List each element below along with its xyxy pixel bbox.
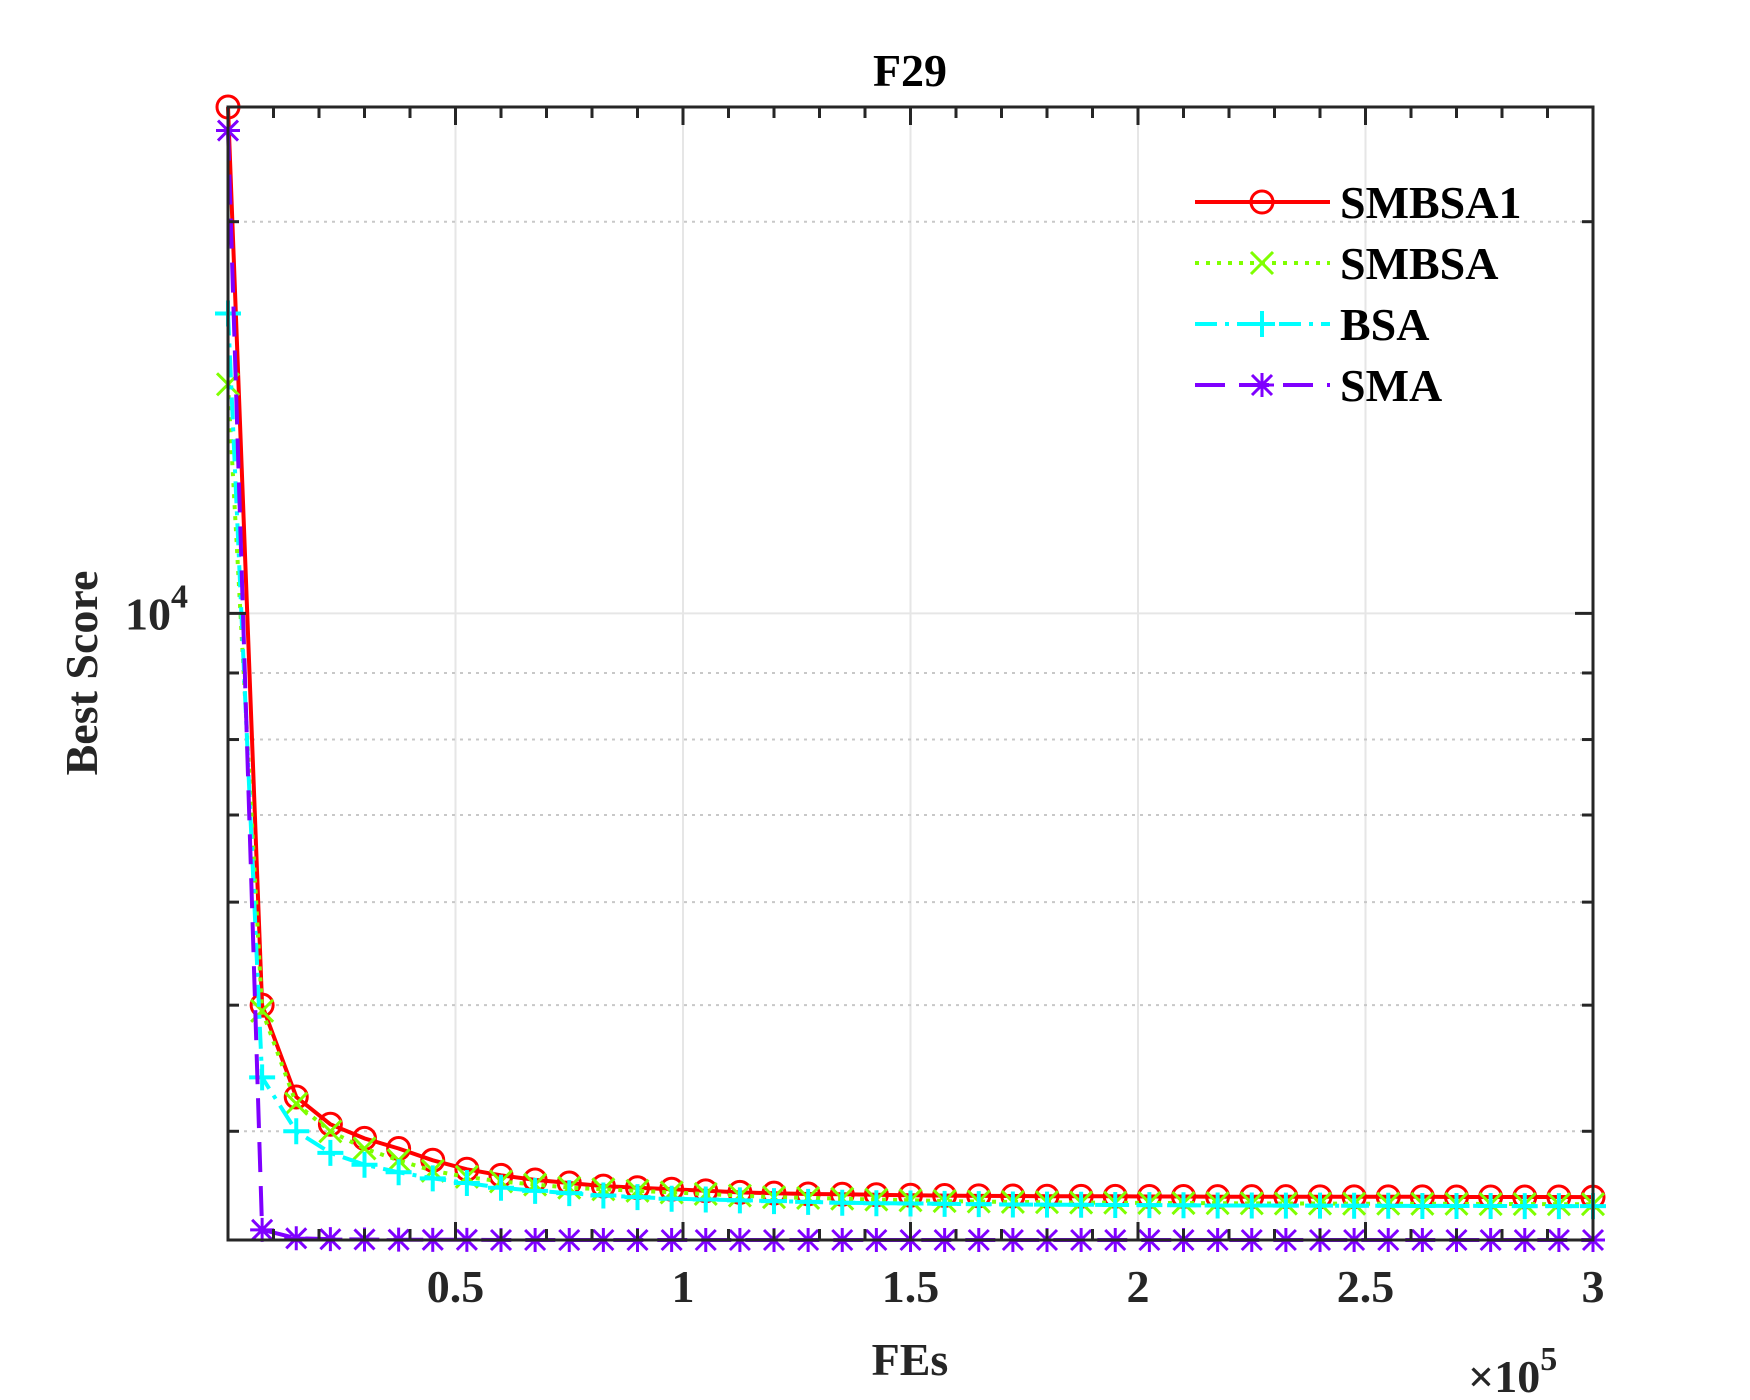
series-marker — [1375, 1192, 1402, 1219]
series-marker — [453, 1170, 480, 1197]
series-marker — [1249, 189, 1275, 215]
series-marker — [931, 1190, 958, 1217]
tick-labels: 0.5 1 1.5 2 2.5 3 104 — [125, 578, 1605, 1312]
series-marker — [250, 1217, 275, 1242]
series-marker — [1409, 1192, 1436, 1219]
series-marker — [1034, 1191, 1060, 1218]
series-marker — [317, 1139, 344, 1166]
series-marker — [692, 1186, 719, 1213]
x-exponent-label: ×105 — [1468, 1341, 1557, 1400]
series-marker — [284, 1226, 309, 1251]
series-marker — [1545, 1193, 1572, 1220]
series-marker — [556, 1180, 583, 1207]
series-marker — [249, 992, 275, 1018]
series-marker — [352, 1136, 377, 1161]
series-marker — [1249, 250, 1275, 276]
series-marker — [1204, 1192, 1231, 1219]
series-marker — [863, 1190, 890, 1217]
x-exponent-base: ×10 — [1468, 1351, 1540, 1400]
x-tick-label: 1.5 — [882, 1261, 940, 1312]
series-marker — [318, 1119, 343, 1144]
axis-ticks — [228, 107, 1593, 1240]
x-exponent-power: 5 — [1540, 1341, 1557, 1378]
legend-label: SMA — [1340, 360, 1442, 411]
series-marker — [624, 1184, 651, 1211]
y-axis-label: Best Score — [56, 571, 107, 776]
series-marker — [590, 1182, 617, 1209]
series-marker — [1272, 1192, 1299, 1219]
series-marker — [522, 1177, 549, 1204]
legend-label: SMBSA — [1340, 238, 1498, 289]
series-marker — [965, 1191, 992, 1218]
series-marker — [658, 1185, 685, 1212]
series-marker — [1443, 1192, 1470, 1219]
series-marker — [283, 1084, 309, 1110]
series-marker — [1102, 1191, 1129, 1218]
x-axis-label: FEs — [872, 1334, 949, 1385]
series-marker — [1341, 1192, 1368, 1219]
series-marker — [795, 1188, 822, 1215]
series-bsa — [215, 300, 1606, 1220]
series-line — [226, 384, 1593, 1207]
series-marker — [385, 1159, 412, 1186]
series-marker — [1249, 311, 1275, 337]
y-tick-exponent: 4 — [171, 578, 188, 615]
series-marker — [1136, 1192, 1163, 1219]
series-marker — [999, 1191, 1026, 1218]
y-tick-label: 104 — [125, 578, 188, 639]
series-marker — [1477, 1192, 1504, 1219]
series-marker — [1170, 1192, 1197, 1219]
series-marker — [317, 1111, 343, 1137]
x-tick-label: 2 — [1127, 1261, 1150, 1312]
x-tick-label: 3 — [1582, 1261, 1605, 1312]
legend: SMBSA1 SMBSA BSA SMA — [1195, 177, 1521, 411]
series-marker — [726, 1187, 753, 1214]
series-marker — [1238, 1192, 1265, 1219]
series-marker — [897, 1190, 924, 1217]
series-marker — [419, 1165, 446, 1192]
series-marker — [761, 1188, 787, 1215]
series-marker — [1307, 1192, 1333, 1219]
series-marker — [1068, 1191, 1095, 1218]
series-marker — [249, 1064, 276, 1091]
x-tick-label: 2.5 — [1337, 1261, 1395, 1312]
y-tick-base: 10 — [125, 588, 171, 639]
series-marker — [284, 1091, 309, 1116]
series-marker — [1250, 373, 1274, 397]
series-marker — [351, 1151, 378, 1178]
x-tick-label: 1 — [672, 1261, 695, 1312]
series-marker — [829, 1189, 856, 1216]
chart-title: F29 — [873, 45, 947, 96]
series-marker — [1511, 1193, 1538, 1220]
legend-label: BSA — [1340, 299, 1429, 350]
x-tick-label: 0.5 — [427, 1261, 485, 1312]
legend-label: SMBSA1 — [1340, 177, 1521, 228]
series-marker — [488, 1174, 514, 1201]
series-marker — [283, 1118, 310, 1145]
